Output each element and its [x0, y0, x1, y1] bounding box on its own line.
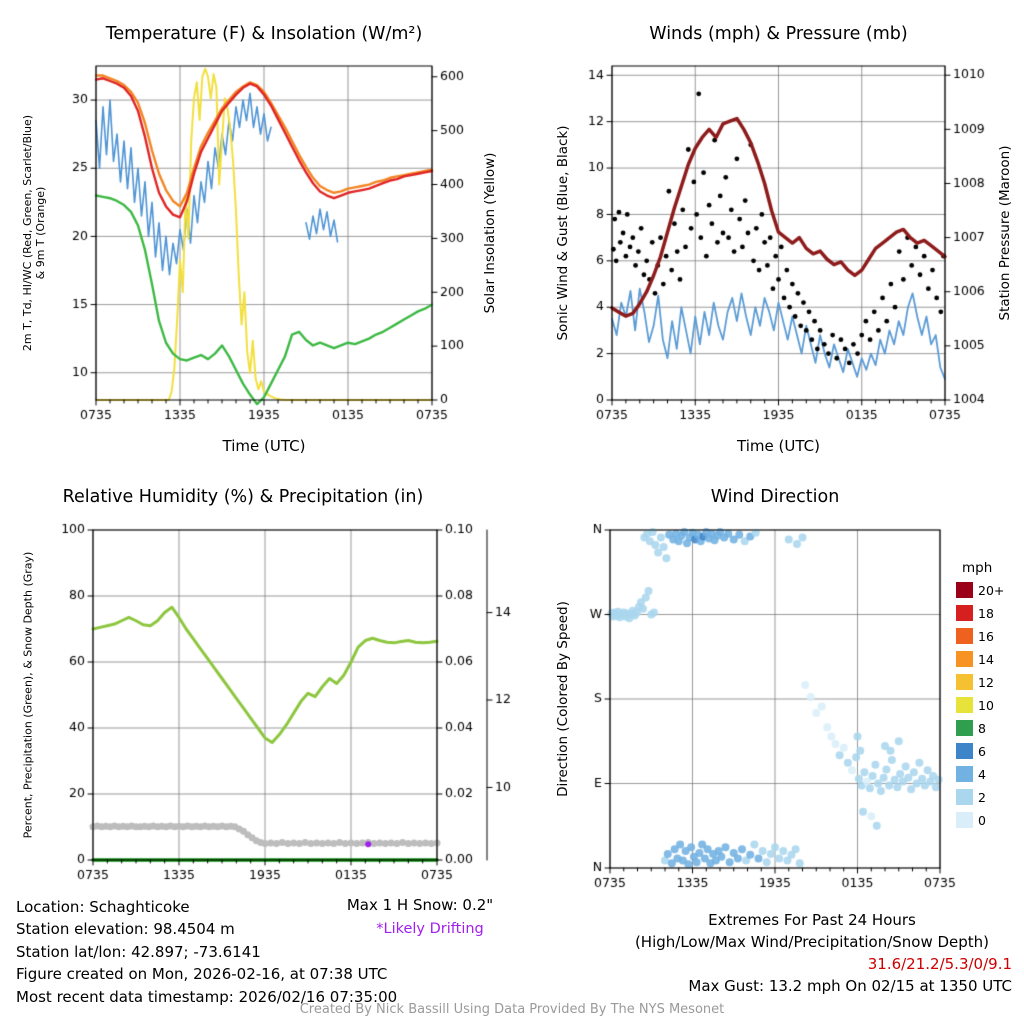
colorbar-entry: 4 — [956, 766, 1004, 782]
station-location: Location: Schaghticoke — [16, 898, 190, 916]
max-gust: Max Gust: 13.2 mph On 02/15 at 1350 UTC — [688, 977, 1012, 995]
colorbar-swatch — [956, 812, 973, 828]
drifting-note: *Likely Drifting — [376, 921, 484, 937]
colorbar-entry: 0 — [956, 812, 1004, 828]
recent-timestamp: Most recent data timestamp: 2026/02/16 0… — [16, 987, 398, 1006]
colorbar-swatch — [956, 651, 973, 667]
chart-title-temperature-insolation: Temperature (F) & Insolation (W/m²) — [105, 24, 423, 44]
yaxis-label-rh-left: Percent, Precipitation (Green), & Snow D… — [21, 551, 35, 839]
colorbar-entry: 20+ — [956, 582, 1004, 598]
colorbar-entry: 16 — [956, 628, 1004, 644]
xaxis-label-time-left: Time (UTC) — [222, 437, 306, 455]
colorbar-entry: 10 — [956, 697, 1004, 713]
yaxis-label-insolation-right: Solar Insolation (Yellow) — [482, 152, 498, 314]
max-snow-note: Max 1 H Snow: 0.2" — [346, 896, 494, 914]
colorbar-entry: 12 — [956, 674, 1004, 690]
chart-title-winds-pressure: Winds (mph) & Pressure (mb) — [649, 24, 908, 44]
colorbar-title: mph — [962, 560, 993, 576]
colorbar-entry: 2 — [956, 789, 1004, 805]
xaxis-label-time-right: Time (UTC) — [737, 437, 820, 455]
yaxis-label-pressure-right: Station Pressure (Maroon) — [997, 145, 1013, 321]
colorbar-label: 0 — [978, 812, 986, 828]
extremes-subtitle: (High/Low/Max Wind/Precipitation/Snow De… — [634, 933, 990, 951]
colorbar-label: 20+ — [978, 582, 1005, 598]
colorbar-swatch — [956, 582, 973, 598]
colorbar-label: 12 — [978, 674, 994, 690]
colorbar-label: 18 — [978, 605, 994, 621]
yaxis-label-direction-left: Direction (Colored By Speed) — [555, 601, 571, 797]
yaxis-label-wind-left: Sonic Wind & Gust (Blue, Black) — [555, 125, 571, 341]
colorbar-label: 2 — [978, 789, 986, 805]
colorbar-label: 8 — [978, 720, 986, 736]
colorbar-entry: 18 — [956, 605, 1004, 621]
colorbar-swatch — [956, 789, 973, 805]
colorbar-entry: 8 — [956, 720, 1004, 736]
extremes-values: 31.6/21.2/5.3/0/9.1 — [867, 955, 1012, 973]
colorbar-swatch — [956, 697, 973, 713]
station-elevation: Station elevation: 98.4504 m — [16, 920, 235, 939]
extremes-title: Extremes For Past 24 Hours — [708, 911, 916, 929]
yaxis-label-temperature-left: 2m T, Td, HI/WC (Red, Green, Scarlet/Blu… — [21, 114, 47, 352]
colorbar-swatch — [956, 605, 973, 621]
colorbar-label: 4 — [978, 766, 986, 782]
colorbar-entry: 6 — [956, 743, 1004, 759]
colorbar-swatch — [956, 720, 973, 736]
colorbar-label: 16 — [978, 628, 994, 644]
colorbar-swatch — [956, 766, 973, 782]
extremes-block: Extremes For Past 24 Hours (High/Low/Max… — [612, 909, 1012, 997]
colorbar-label: 6 — [978, 743, 986, 759]
speed-colorbar: mph 20+ 18 16 14 12 10 8 6 4 2 0 — [956, 560, 1004, 835]
credit-line: Created By Nick Bassill Using Data Provi… — [299, 1002, 725, 1017]
colorbar-label: 14 — [978, 651, 994, 667]
colorbar-swatch — [956, 674, 973, 690]
station-latlon: Station lat/lon: 42.897; -73.6141 — [16, 942, 261, 961]
station-info: Location: Schaghticoke Station elevation… — [16, 896, 397, 1008]
colorbar-label: 10 — [978, 697, 994, 713]
figure-created: Figure created on Mon, 2026-02-16, at 07… — [16, 965, 388, 984]
chart-title-rh-precip: Relative Humidity (%) & Precipitation (i… — [62, 487, 424, 507]
colorbar-swatch — [956, 628, 973, 644]
chart-title-wind-direction: Wind Direction — [710, 487, 840, 507]
colorbar-entry: 14 — [956, 651, 1004, 667]
colorbar-swatch — [956, 743, 973, 759]
